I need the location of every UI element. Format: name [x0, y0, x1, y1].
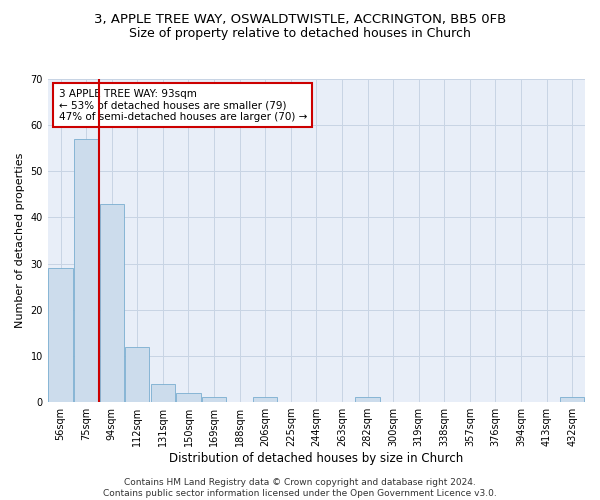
Bar — [49, 268, 73, 402]
Text: Size of property relative to detached houses in Church: Size of property relative to detached ho… — [129, 28, 471, 40]
Bar — [125, 346, 149, 402]
Bar — [176, 393, 200, 402]
Bar — [355, 398, 380, 402]
Bar — [151, 384, 175, 402]
X-axis label: Distribution of detached houses by size in Church: Distribution of detached houses by size … — [169, 452, 464, 465]
Bar — [74, 139, 98, 402]
Y-axis label: Number of detached properties: Number of detached properties — [15, 153, 25, 328]
Bar — [100, 204, 124, 402]
Bar — [202, 398, 226, 402]
Bar — [253, 398, 277, 402]
Text: 3, APPLE TREE WAY, OSWALDTWISTLE, ACCRINGTON, BB5 0FB: 3, APPLE TREE WAY, OSWALDTWISTLE, ACCRIN… — [94, 12, 506, 26]
Text: Contains HM Land Registry data © Crown copyright and database right 2024.
Contai: Contains HM Land Registry data © Crown c… — [103, 478, 497, 498]
Text: 3 APPLE TREE WAY: 93sqm
← 53% of detached houses are smaller (79)
47% of semi-de: 3 APPLE TREE WAY: 93sqm ← 53% of detache… — [59, 88, 307, 122]
Bar — [560, 398, 584, 402]
